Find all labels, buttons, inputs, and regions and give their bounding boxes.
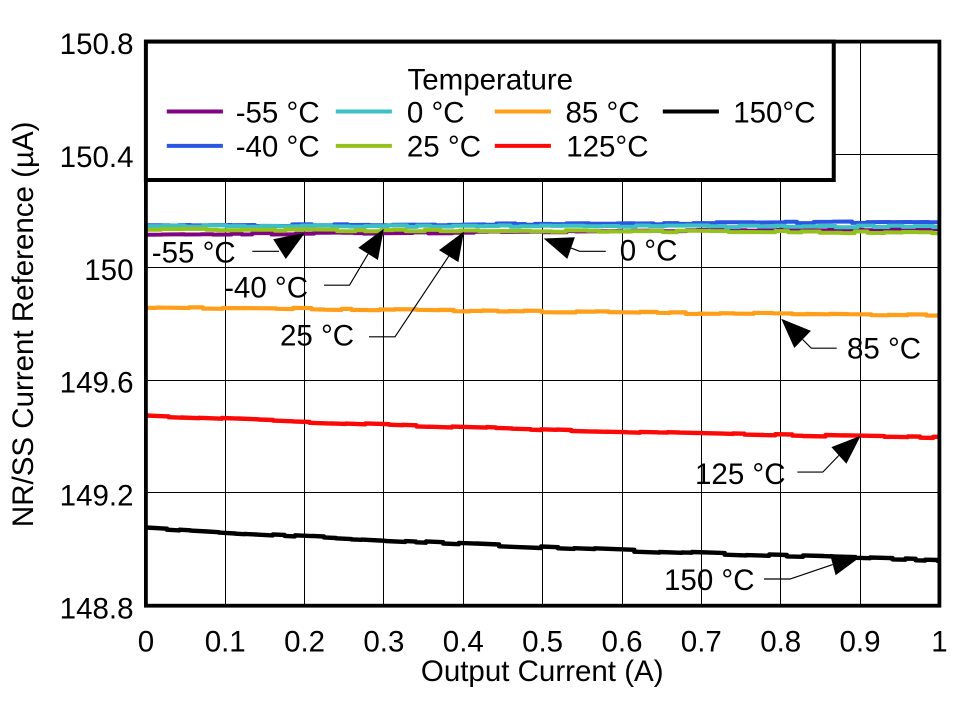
svg-text:25 °C: 25 °C <box>280 320 354 353</box>
svg-text:0.6: 0.6 <box>601 625 642 658</box>
svg-text:0: 0 <box>138 625 154 658</box>
svg-text:148.8: 148.8 <box>60 592 134 625</box>
svg-text:125 °C: 125 °C <box>695 458 786 491</box>
svg-text:-55 °C: -55 °C <box>152 236 236 269</box>
svg-text:85 °C: 85 °C <box>847 333 921 366</box>
svg-text:0.4: 0.4 <box>443 625 484 658</box>
svg-text:0.5: 0.5 <box>522 625 563 658</box>
svg-text:-40 °C: -40 °C <box>236 131 320 164</box>
svg-text:150°C: 150°C <box>733 96 815 129</box>
svg-text:-40 °C: -40 °C <box>224 271 308 304</box>
svg-text:0.1: 0.1 <box>205 625 246 658</box>
svg-text:0.2: 0.2 <box>284 625 325 658</box>
svg-text:0.9: 0.9 <box>839 625 880 658</box>
svg-text:149.2: 149.2 <box>60 480 134 513</box>
svg-text:150: 150 <box>84 254 133 287</box>
svg-text:0.8: 0.8 <box>760 625 801 658</box>
svg-text:85 °C: 85 °C <box>566 96 640 129</box>
svg-text:150.4: 150.4 <box>60 141 134 174</box>
svg-text:0 °C: 0 °C <box>620 235 678 268</box>
svg-text:150 °C: 150 °C <box>664 564 755 597</box>
svg-text:NR/SS Current Reference (µA): NR/SS Current Reference (µA) <box>7 122 40 528</box>
svg-text:150.8: 150.8 <box>60 28 134 61</box>
svg-text:1: 1 <box>931 625 947 658</box>
svg-text:0.7: 0.7 <box>681 625 722 658</box>
svg-text:-55 °C: -55 °C <box>236 96 320 129</box>
svg-text:25 °C: 25 °C <box>407 131 481 164</box>
svg-text:149.6: 149.6 <box>60 367 134 400</box>
svg-text:125°C: 125°C <box>566 131 648 164</box>
svg-text:Output Current (A): Output Current (A) <box>421 655 664 688</box>
svg-text:0.3: 0.3 <box>363 625 404 658</box>
svg-text:0 °C: 0 °C <box>407 96 465 129</box>
svg-text:Temperature: Temperature <box>407 64 573 97</box>
